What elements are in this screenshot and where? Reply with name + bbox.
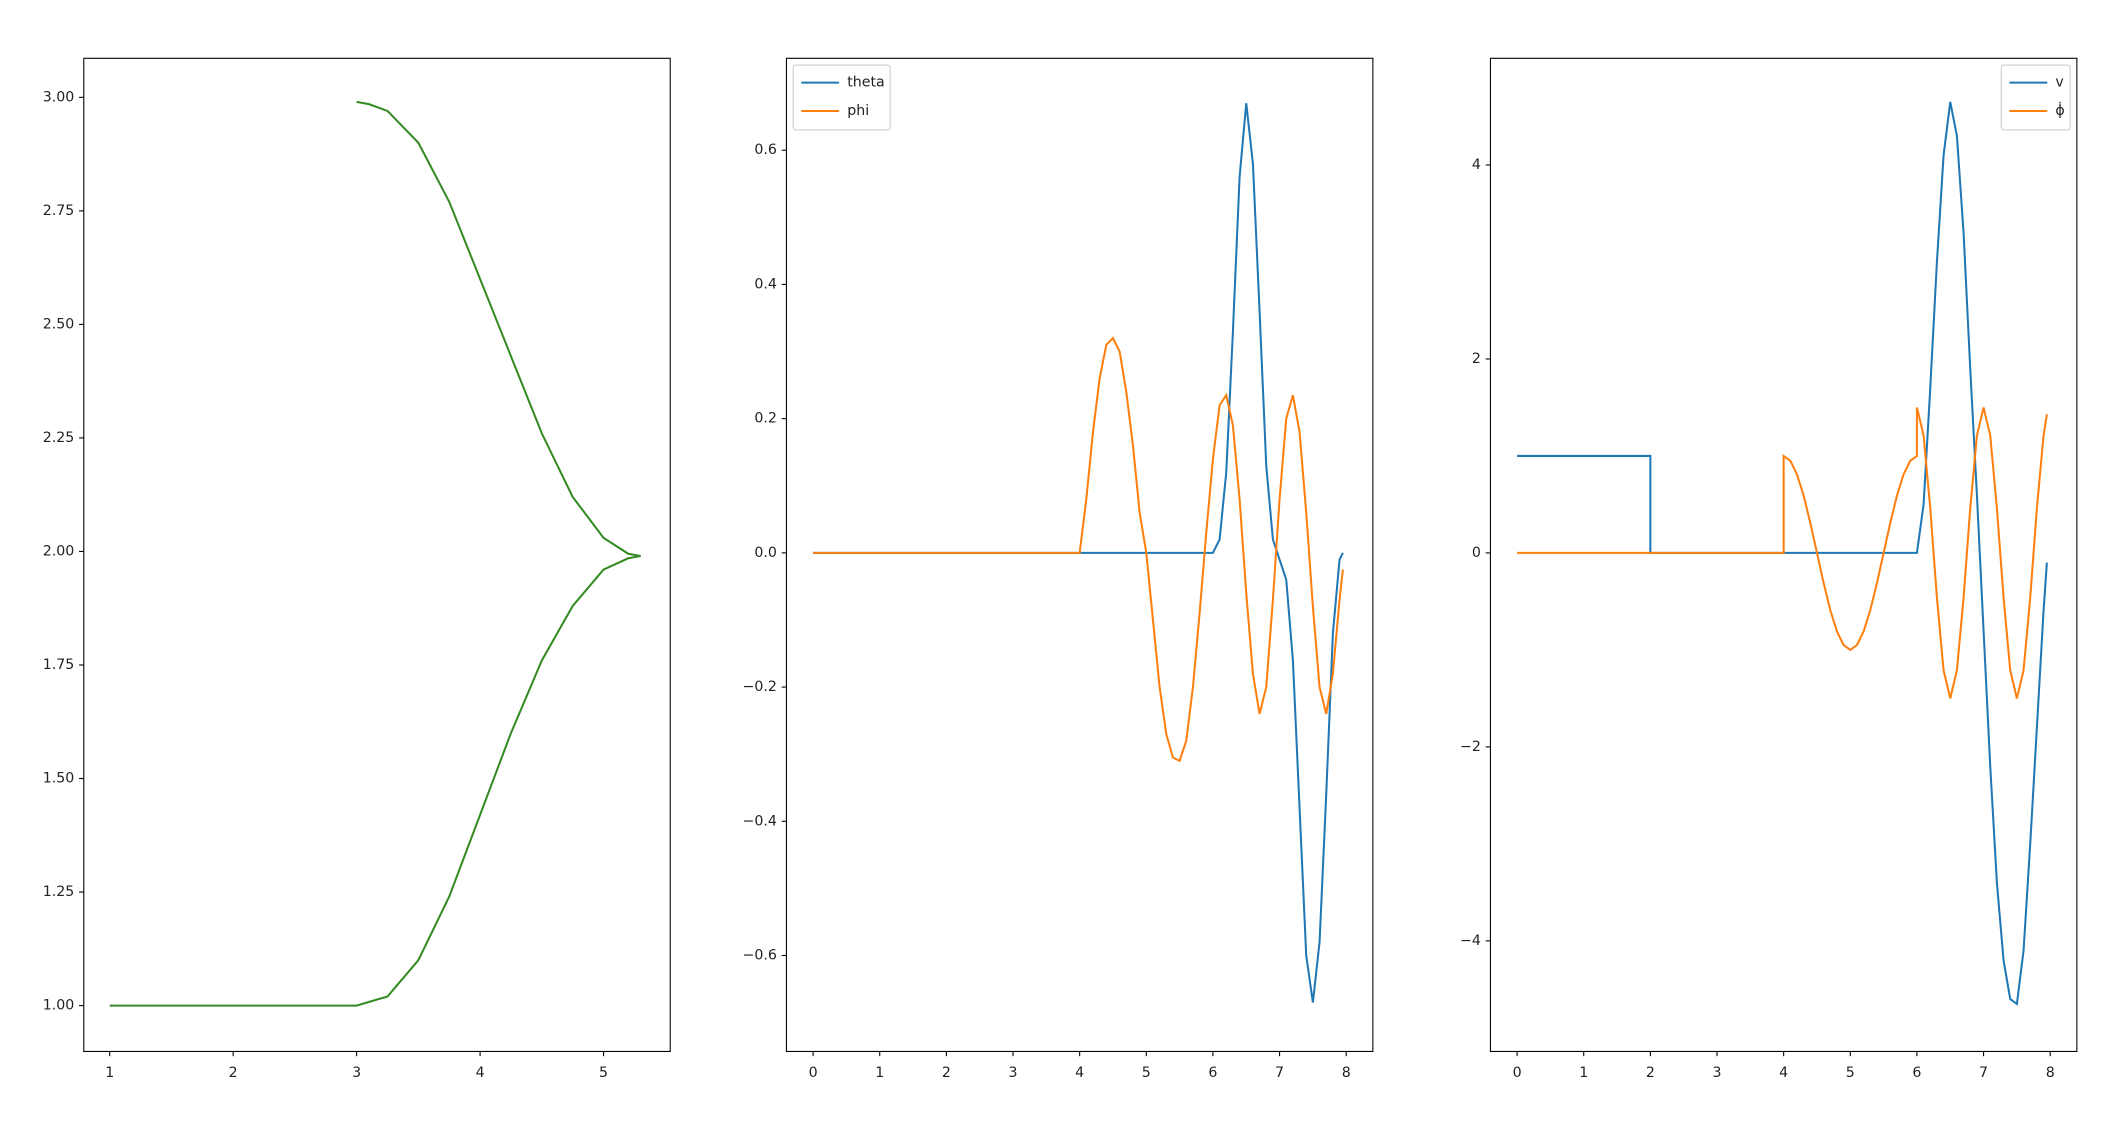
y-tick-label: 1.00 <box>43 998 75 1014</box>
axes: 1 2 3 4 5 1.00 1.25 1.50 1.75 2.00 2.25 2.50 2.75 3.0… <box>43 57 671 1081</box>
y-tick-label: −0.2 <box>743 679 777 695</box>
y-tick-label: 1.25 <box>43 884 75 900</box>
y-tick-label: −2 <box>1460 739 1481 755</box>
x-tick-label: 3 <box>1008 1065 1017 1081</box>
y-tick-label: 0.0 <box>754 545 777 561</box>
y-tick-label: 2.75 <box>43 203 75 219</box>
axes: 0 1 2 3 4 5 6 7 8 −0.6 −0.4 −0.2 0.0 0.2 0.4 0.6 theta ph… <box>743 57 1374 1081</box>
y-tick-label: 0 <box>1472 545 1481 561</box>
y-tick-label: −0.6 <box>743 947 777 963</box>
axes-frame <box>785 57 1374 1052</box>
y-tick-label: −4 <box>1460 933 1481 949</box>
y-tick-label: 0.6 <box>754 142 777 158</box>
x-tick-label: 2 <box>942 1065 951 1081</box>
y-tick-label: 3.00 <box>43 89 75 105</box>
y-tick-label: 1.75 <box>43 657 75 673</box>
x-tick-label: 8 <box>2046 1065 2055 1081</box>
x-tick-label: 5 <box>599 1065 608 1081</box>
x-tick-label: 3 <box>1712 1065 1721 1081</box>
x-tick-label: 5 <box>1846 1065 1855 1081</box>
legend-box <box>2000 64 2071 131</box>
legend-label: ϕ̇ <box>2055 101 2064 119</box>
line-series <box>109 100 641 1007</box>
x-tick-label: 7 <box>1979 1065 1988 1081</box>
line-series <box>1517 407 2048 699</box>
x-tick-label: 7 <box>1275 1065 1284 1081</box>
y-tick-label: 2 <box>1472 351 1481 367</box>
x-tick-label: 1 <box>875 1065 884 1081</box>
legend-box <box>792 64 891 131</box>
legend: v ϕ̇ <box>2000 64 2071 131</box>
axes-frame <box>83 57 671 1052</box>
x-tick-label: 4 <box>1779 1065 1788 1081</box>
x-tick-label: 8 <box>1342 1065 1351 1081</box>
line-series <box>813 336 1344 763</box>
x-tick-label: 0 <box>1513 1065 1522 1081</box>
y-tick-label: −0.4 <box>743 813 777 829</box>
y-tick-label: 2.25 <box>43 430 75 446</box>
legend-label: phi <box>847 103 869 119</box>
legend-label: theta <box>847 75 885 91</box>
y-tick-label: 4 <box>1472 157 1481 173</box>
x-tick-label: 4 <box>1075 1065 1084 1081</box>
axes-frame <box>1489 57 2078 1052</box>
y-tick-label: 0.4 <box>754 276 777 292</box>
line-series <box>1517 101 2048 1006</box>
x-tick-label: 2 <box>229 1065 238 1081</box>
x-tick-label: 1 <box>105 1065 114 1081</box>
x-tick-label: 0 <box>809 1065 818 1081</box>
axes: 0 1 2 3 4 5 6 7 8 −4 −2 0 2 4 v ϕ̇ <box>1460 57 2078 1081</box>
legend-label: v <box>2055 75 2063 91</box>
y-tick-label: 2.00 <box>43 543 75 559</box>
x-tick-label: 4 <box>476 1065 485 1081</box>
y-tick-label: 1.50 <box>43 771 75 787</box>
x-tick-label: 3 <box>352 1065 361 1081</box>
y-tick-label: 0.2 <box>754 411 777 427</box>
y-tick-label: 2.50 <box>43 316 75 332</box>
x-tick-label: 6 <box>1208 1065 1217 1081</box>
legend: theta phi <box>792 64 891 131</box>
x-tick-label: 2 <box>1646 1065 1655 1081</box>
x-tick-label: 6 <box>1912 1065 1921 1081</box>
x-tick-label: 5 <box>1142 1065 1151 1081</box>
x-tick-label: 1 <box>1579 1065 1588 1081</box>
